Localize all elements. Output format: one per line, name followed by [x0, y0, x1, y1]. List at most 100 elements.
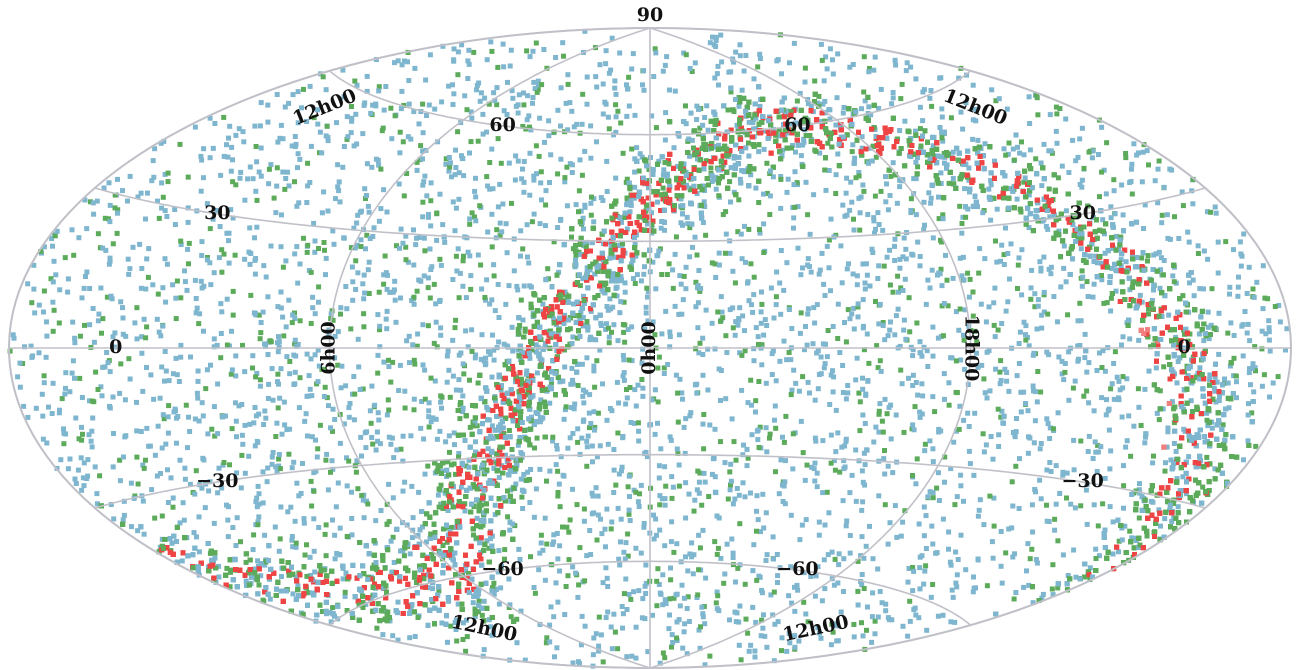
data-point	[376, 417, 382, 423]
data-point	[1208, 209, 1214, 215]
data-point	[809, 464, 815, 470]
data-point	[824, 66, 830, 72]
data-point	[328, 619, 334, 625]
data-point	[1138, 423, 1144, 428]
data-point	[674, 446, 680, 452]
data-point	[927, 438, 933, 444]
data-point	[991, 300, 997, 306]
data-point	[972, 328, 978, 334]
data-point	[328, 469, 333, 475]
data-point	[129, 524, 134, 530]
data-point	[1200, 484, 1206, 490]
data-point	[654, 603, 660, 609]
data-point	[860, 499, 866, 505]
data-point	[397, 150, 403, 156]
data-point	[514, 640, 520, 646]
data-point	[1109, 265, 1115, 271]
data-point	[1065, 312, 1071, 318]
data-point	[278, 305, 284, 311]
data-point	[771, 658, 777, 664]
data-point	[309, 434, 315, 440]
data-point	[328, 425, 333, 431]
data-point	[177, 457, 183, 463]
data-point	[675, 390, 681, 396]
data-point	[543, 188, 549, 194]
data-point	[375, 370, 381, 376]
data-point	[193, 296, 199, 301]
data-point	[404, 171, 410, 176]
data-point	[424, 193, 430, 199]
data-point	[1135, 386, 1141, 392]
data-point	[352, 391, 358, 397]
data-point	[843, 438, 849, 444]
data-point	[196, 418, 202, 424]
data-point	[722, 571, 728, 577]
data-point	[508, 47, 514, 53]
data-point	[260, 469, 266, 475]
data-point	[312, 569, 318, 575]
data-point	[1165, 429, 1171, 435]
data-point	[1212, 388, 1218, 394]
data-point	[1100, 217, 1106, 223]
data-point	[290, 312, 296, 318]
data-point	[323, 553, 329, 559]
data-point	[71, 252, 77, 258]
data-point	[115, 176, 120, 182]
data-point	[362, 186, 368, 192]
data-point	[506, 576, 512, 582]
data-point	[854, 273, 860, 279]
data-point	[519, 176, 525, 182]
data-point	[533, 486, 539, 492]
data-point	[292, 369, 298, 375]
data-point	[1055, 319, 1060, 325]
data-point	[950, 176, 956, 181]
data-point	[851, 326, 857, 332]
data-point	[162, 171, 168, 177]
data-point	[365, 203, 371, 209]
data-point	[72, 375, 77, 381]
data-point	[107, 258, 113, 264]
data-point	[156, 329, 162, 335]
data-point	[821, 365, 827, 371]
data-point	[1136, 515, 1142, 521]
data-point	[871, 67, 877, 73]
data-point	[1136, 264, 1142, 270]
data-point	[982, 141, 988, 147]
data-point	[604, 189, 610, 194]
data-point	[838, 609, 844, 615]
data-point	[953, 309, 959, 315]
data-point	[308, 269, 314, 275]
data-point	[944, 162, 950, 168]
data-point	[900, 623, 906, 629]
data-point	[642, 326, 648, 332]
data-point	[750, 604, 756, 610]
data-point	[252, 443, 258, 449]
data-point	[921, 87, 927, 93]
data-point	[1123, 444, 1129, 450]
data-point	[788, 357, 794, 363]
data-point	[491, 357, 497, 363]
data-point	[555, 490, 561, 495]
data-point	[437, 256, 443, 262]
data-point	[640, 596, 646, 602]
data-point	[779, 648, 784, 654]
data-point	[364, 73, 370, 79]
data-point	[977, 246, 983, 252]
data-point	[411, 574, 417, 580]
data-point	[382, 253, 388, 259]
data-point	[1038, 496, 1044, 502]
data-point	[185, 219, 191, 225]
data-point	[718, 318, 723, 324]
data-point	[7, 348, 13, 354]
data-point	[1129, 161, 1135, 167]
data-point	[626, 74, 632, 80]
data-point	[144, 256, 150, 262]
data-point	[578, 309, 584, 315]
data-point	[312, 311, 318, 317]
data-point	[471, 532, 476, 538]
data-point	[826, 237, 832, 243]
data-point	[355, 212, 361, 218]
data-point	[393, 319, 399, 325]
data-point	[640, 346, 646, 352]
data-point	[434, 237, 440, 243]
